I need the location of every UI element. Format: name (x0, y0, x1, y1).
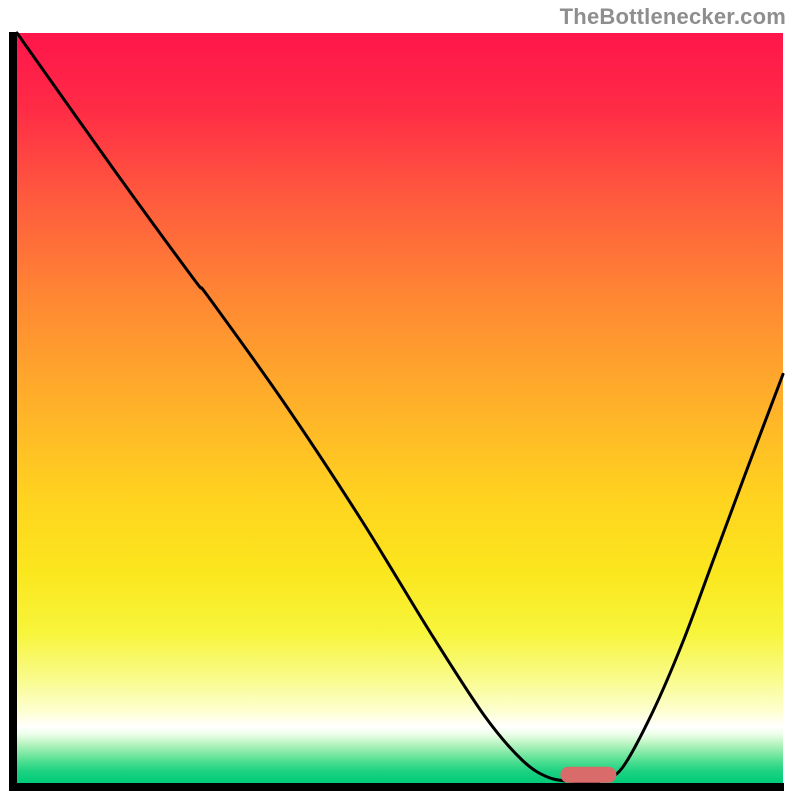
plot-background (17, 33, 783, 783)
optimal-marker (560, 767, 616, 783)
watermark-text: TheBottlenecker.com (560, 4, 786, 30)
x-axis (9, 783, 784, 791)
chart-container: { "watermark": { "text": "TheBottlenecke… (0, 0, 800, 800)
y-axis (9, 32, 17, 791)
bottleneck-chart (0, 0, 800, 800)
